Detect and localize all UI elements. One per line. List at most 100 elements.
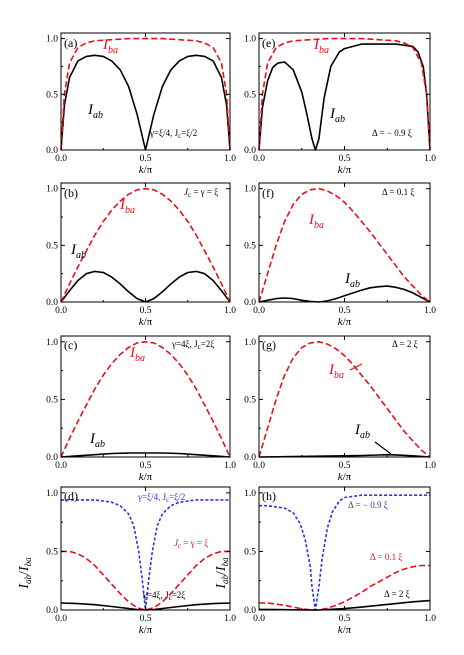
ylabel-d: Iab/Iba <box>17 557 33 590</box>
panel-label-g: (g) <box>262 338 276 352</box>
panel-label-d: (d) <box>64 489 78 503</box>
ytick-label-g-1: 0.5 <box>244 395 256 405</box>
xtick-label-b-1: 0.5 <box>140 306 152 316</box>
annotation-param-b: Jc = γ = ξ <box>184 187 218 199</box>
ytick-label-h-1: 0.5 <box>244 547 256 557</box>
ylabel-h: Iab/Iba <box>214 557 230 590</box>
xlabel-a: k/π <box>139 164 153 176</box>
xtick-label-g-1: 0.5 <box>339 461 351 471</box>
legend-h-blue: Δ = − 0.9 ξ <box>348 500 388 510</box>
xtick-label-h-0: 0.0 <box>253 614 265 624</box>
ytick-label-c-2: 1.0 <box>46 338 58 348</box>
xlabel-e: k/π <box>338 164 352 176</box>
xtick-label-e-0: 0.0 <box>253 154 265 164</box>
label-iab-c: Iab <box>89 431 105 450</box>
xtick-label-c-2: 1.0 <box>224 461 236 471</box>
ytick-label-c-1: 0.5 <box>46 395 58 405</box>
xtick-label-a-2: 1.0 <box>224 154 236 164</box>
series-a-0 <box>60 54 231 151</box>
xtick-label-d-0: 0.0 <box>55 614 67 624</box>
xtick-label-g-2: 1.0 <box>424 461 436 471</box>
xtick-label-b-0: 0.0 <box>55 306 67 316</box>
ytick-label-b-2: 1.0 <box>46 185 58 195</box>
ytick-label-e-1: 0.5 <box>244 90 256 100</box>
ytick-label-h-2: 1.0 <box>244 489 256 499</box>
series-b-1 <box>60 187 231 303</box>
ytick-label-f-2: 1.0 <box>244 185 256 195</box>
ytick-label-h-0: 0.0 <box>244 606 256 616</box>
ytick-label-b-0: 0.0 <box>46 298 58 308</box>
panel-label-e: (e) <box>262 36 275 50</box>
xtick-label-h-1: 0.5 <box>339 614 351 624</box>
axes-frame-b <box>60 182 231 303</box>
xlabel-h: k/π <box>338 624 352 636</box>
series-g-1 <box>258 340 431 458</box>
series-d-0 <box>61 499 230 611</box>
panel-a: 0.0 0.5 1.0 0.0 0.5 1.0 k/π <box>46 32 236 176</box>
panel-c: 0.0 0.5 1.0 0.0 0.5 1.0 k/π <box>46 335 236 483</box>
xtick-label-d-1: 0.5 <box>140 614 152 624</box>
series-b-0 <box>60 270 231 303</box>
xlabel-f: k/π <box>338 316 352 328</box>
panel-label-b: (b) <box>64 186 78 200</box>
xtick-label-c-1: 0.5 <box>140 461 152 471</box>
axes-frame-g <box>258 335 431 458</box>
ytick-label-c-0: 0.0 <box>46 453 58 463</box>
legend-h-black: Δ = 2 ξ <box>384 589 410 599</box>
xlabel-b: k/π <box>139 316 153 328</box>
ytick-label-a-1: 0.5 <box>46 90 58 100</box>
panel-label-a: (a) <box>64 36 77 50</box>
xtick-label-h-2: 1.0 <box>424 614 436 624</box>
xtick-label-g-0: 0.0 <box>253 461 265 471</box>
ytick-label-d-0: 0.0 <box>46 606 58 616</box>
xtick-label-f-2: 1.0 <box>424 306 436 316</box>
ytick-label-e-0: 0.0 <box>244 146 256 156</box>
annotation-param-a: γ=ξ/4, Jc=ξ/2 <box>149 128 197 140</box>
ytick-label-d-1: 0.5 <box>46 547 58 557</box>
series-d-1 <box>61 550 230 611</box>
panel-b: 0.0 0.5 1.0 0.0 0.5 1.0 k/π <box>46 182 236 328</box>
panel-label-c: (c) <box>64 338 77 352</box>
annotation-param-f: Δ = 0.1 ξ <box>382 187 414 197</box>
panel-label-f: (f) <box>262 186 274 200</box>
ytick-label-d-2: 1.0 <box>46 489 58 499</box>
ytick-label-g-0: 0.0 <box>244 453 256 463</box>
annotation-param-c: γ=4ξ, Jc=2ξ <box>171 339 214 351</box>
xlabel-g: k/π <box>338 471 352 483</box>
xtick-label-d-2: 1.0 <box>224 614 236 624</box>
panels-group: 0.0 0.5 1.0 0.0 0.5 1.0 k/π 0.0 0.5 1.0 0.0 0.5 1.0 k… <box>46 32 436 636</box>
series-e-1 <box>258 37 431 151</box>
panel-d: 0.0 0.5 1.0 0.0 0.5 1.0 k/π <box>46 486 236 636</box>
annotation-param-e: Δ = − 0.9 ξ <box>372 128 412 138</box>
xtick-label-c-0: 0.0 <box>55 461 67 471</box>
label-iba-c: Iba <box>129 345 145 364</box>
legend-d-black: γ=4ξ, Jc=2ξ <box>142 590 185 602</box>
xtick-label-e-2: 1.0 <box>424 154 436 164</box>
label-iab-a: Iab <box>87 102 103 121</box>
label-iba-e: Iba <box>313 37 329 56</box>
ytick-label-a-0: 0.0 <box>46 146 58 156</box>
xtick-label-e-1: 0.5 <box>339 154 351 164</box>
panel-g: 0.0 0.5 1.0 0.0 0.5 1.0 k/π <box>244 335 436 483</box>
arrow-iab-g <box>374 441 392 455</box>
series-h-0 <box>259 494 430 611</box>
series-e-0 <box>258 43 431 151</box>
label-iab-f: Iab <box>344 271 360 290</box>
label-iba-g: Iba <box>328 362 344 381</box>
panel-e: 0.0 0.5 1.0 0.0 0.5 1.0 k/π <box>244 32 436 176</box>
label-iba-f: Iba <box>308 212 324 231</box>
xtick-label-f-0: 0.0 <box>253 306 265 316</box>
panel-label-h: (h) <box>262 489 276 503</box>
annotation-param-g: Δ = 2 ξ <box>392 339 418 349</box>
panel-h: 0.0 0.5 1.0 0.0 0.5 1.0 k/π <box>244 486 436 636</box>
label-iba-a: Iba <box>102 37 118 56</box>
axes-frame-c <box>60 335 231 458</box>
label-iab-b: Iab <box>70 242 86 261</box>
xtick-label-a-1: 0.5 <box>140 154 152 164</box>
legend-d-red: Jc = γ = ξ <box>174 538 208 550</box>
label-iab-g: Iab <box>354 422 370 441</box>
xtick-label-f-1: 0.5 <box>339 306 351 316</box>
ytick-label-b-1: 0.5 <box>46 241 58 251</box>
xtick-label-a-0: 0.0 <box>55 154 67 164</box>
